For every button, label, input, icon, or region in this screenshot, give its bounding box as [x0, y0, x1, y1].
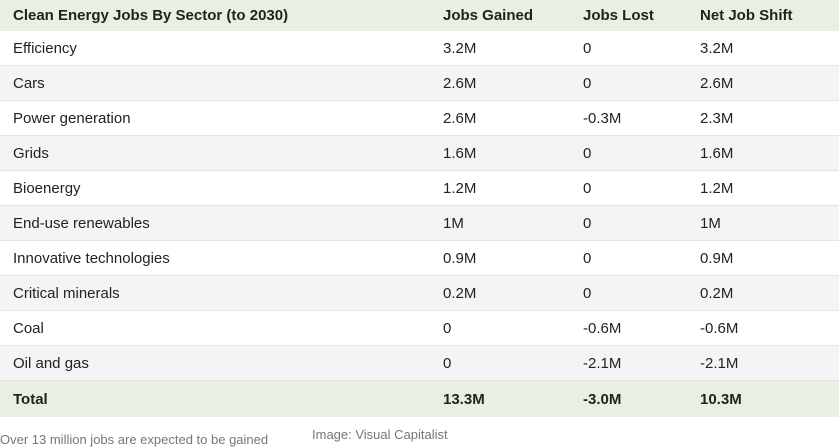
- row-sector: Innovative technologies: [13, 249, 170, 267]
- header-jobs-lost: Jobs Lost: [583, 7, 654, 24]
- row-net-job-shift: 2.6M: [700, 74, 734, 92]
- row-jobs-gained: 1.2M: [443, 179, 477, 197]
- table-row: Cars 2.6M 0 2.6M: [0, 66, 839, 101]
- row-jobs-lost: 0: [583, 39, 592, 57]
- row-jobs-gained: 0: [443, 354, 452, 372]
- row-jobs-lost: 0: [583, 144, 592, 162]
- row-jobs-gained: 3.2M: [443, 39, 477, 57]
- row-sector: Oil and gas: [13, 354, 89, 372]
- row-net-job-shift: -0.6M: [700, 319, 739, 337]
- row-jobs-gained: 2.6M: [443, 109, 477, 127]
- row-sector: Grids: [13, 144, 49, 162]
- row-net-job-shift: -2.1M: [700, 354, 739, 372]
- total-net-job-shift: 10.3M: [700, 390, 742, 408]
- row-net-job-shift: 3.2M: [700, 39, 734, 57]
- total-label: Total: [13, 390, 48, 408]
- header-jobs-gained: Jobs Gained: [443, 7, 534, 24]
- row-jobs-lost: -2.1M: [583, 354, 622, 372]
- table-row: Grids 1.6M 0 1.6M: [0, 136, 839, 171]
- row-jobs-lost: 0: [583, 249, 592, 267]
- clean-energy-jobs-table: Clean Energy Jobs By Sector (to 2030) Jo…: [0, 0, 839, 417]
- image-credit: Image: Visual Capitalist: [312, 427, 448, 442]
- total-jobs-gained: 13.3M: [443, 390, 485, 408]
- row-net-job-shift: 1.2M: [700, 179, 734, 197]
- row-net-job-shift: 1.6M: [700, 144, 734, 162]
- row-jobs-lost: -0.3M: [583, 109, 622, 127]
- table-row: Efficiency 3.2M 0 3.2M: [0, 31, 839, 66]
- table-header-row: Clean Energy Jobs By Sector (to 2030) Jo…: [0, 0, 839, 31]
- image-caption: Over 13 million jobs are expected to be …: [0, 432, 269, 447]
- row-net-job-shift: 1M: [700, 214, 721, 232]
- row-jobs-lost: 0: [583, 214, 592, 232]
- row-sector: Efficiency: [13, 39, 77, 57]
- row-sector: Cars: [13, 74, 45, 92]
- row-jobs-gained: 0: [443, 319, 452, 337]
- table-row: Power generation 2.6M -0.3M 2.3M: [0, 101, 839, 136]
- row-jobs-lost: -0.6M: [583, 319, 622, 337]
- row-jobs-lost: 0: [583, 284, 592, 302]
- row-jobs-gained: 0.9M: [443, 249, 477, 267]
- table-row: Bioenergy 1.2M 0 1.2M: [0, 171, 839, 206]
- row-jobs-lost: 0: [583, 179, 592, 197]
- row-net-job-shift: 0.9M: [700, 249, 734, 267]
- row-jobs-gained: 0.2M: [443, 284, 477, 302]
- row-jobs-lost: 0: [583, 74, 592, 92]
- table-total-row: Total 13.3M -3.0M 10.3M: [0, 381, 839, 417]
- table-row: Innovative technologies 0.9M 0 0.9M: [0, 241, 839, 276]
- table-row: Critical minerals 0.2M 0 0.2M: [0, 276, 839, 311]
- row-sector: Critical minerals: [13, 284, 120, 302]
- table-row: Coal 0 -0.6M -0.6M: [0, 311, 839, 346]
- row-jobs-gained: 1.6M: [443, 144, 477, 162]
- row-jobs-gained: 1M: [443, 214, 464, 232]
- row-net-job-shift: 2.3M: [700, 109, 734, 127]
- row-sector: Bioenergy: [13, 179, 81, 197]
- total-jobs-lost: -3.0M: [583, 390, 622, 408]
- header-sector: Clean Energy Jobs By Sector (to 2030): [13, 7, 289, 24]
- row-sector: End-use renewables: [13, 214, 150, 232]
- row-sector: Power generation: [13, 109, 131, 127]
- table-row: Oil and gas 0 -2.1M -2.1M: [0, 346, 839, 381]
- row-net-job-shift: 0.2M: [700, 284, 734, 302]
- header-net-job-shift: Net Job Shift: [700, 7, 793, 24]
- row-sector: Coal: [13, 319, 44, 337]
- table-row: End-use renewables 1M 0 1M: [0, 206, 839, 241]
- row-jobs-gained: 2.6M: [443, 74, 477, 92]
